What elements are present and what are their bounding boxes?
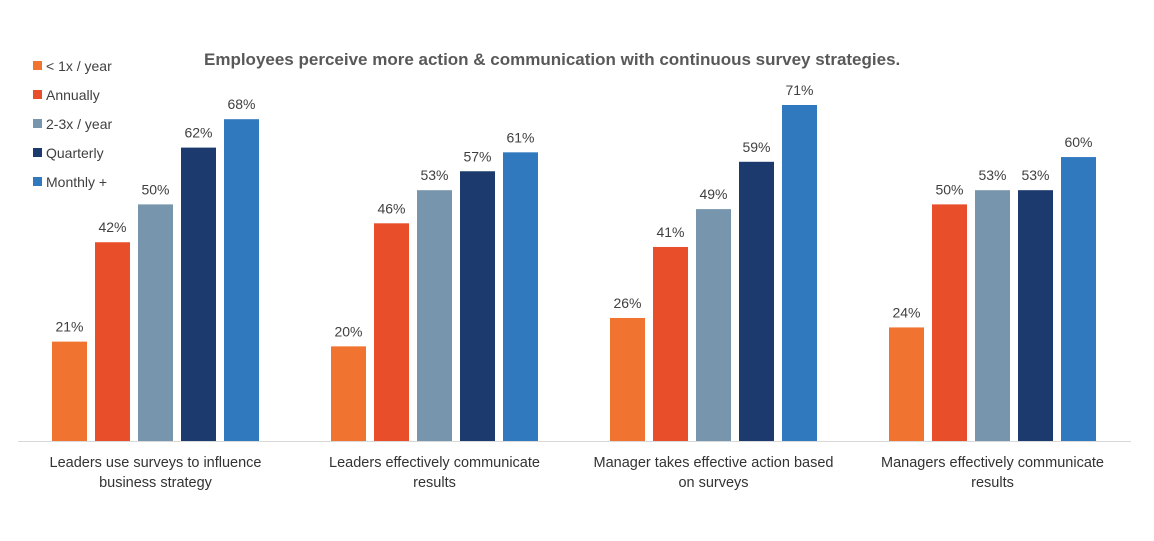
bar-value-label: 68% — [227, 96, 255, 112]
bar-value-label: 62% — [184, 125, 212, 141]
legend-label: Monthly + — [46, 173, 108, 190]
bar-value-label: 49% — [699, 186, 727, 202]
bar — [374, 223, 409, 441]
legend-swatch — [33, 148, 42, 157]
legend-label: 2-3x / year — [46, 115, 113, 132]
bar-value-label: 41% — [656, 224, 684, 240]
bar — [610, 317, 645, 441]
bar-value-label: 57% — [463, 148, 491, 164]
bar-value-label: 60% — [1064, 134, 1092, 150]
category-label: on surveys — [678, 475, 748, 491]
legend-item: Quarterly — [33, 138, 112, 167]
bar-value-label: 53% — [420, 167, 448, 183]
legend-item: Annually — [33, 80, 112, 109]
legend-item: < 1x / year — [33, 51, 112, 80]
chart-title: Employees perceive more action & communi… — [204, 50, 901, 69]
bar — [696, 209, 731, 441]
bar-value-label: 71% — [785, 82, 813, 98]
bar-value-label: 42% — [98, 219, 126, 235]
bar-value-label: 24% — [892, 304, 920, 320]
legend-label: Annually — [46, 86, 100, 103]
bar — [224, 119, 259, 442]
bar — [331, 346, 366, 441]
category-label: Leaders effectively communicate — [329, 455, 540, 471]
bar — [460, 171, 495, 441]
legend-swatch — [33, 177, 42, 186]
bar — [653, 246, 688, 441]
legend-swatch — [33, 119, 42, 128]
legend-swatch — [33, 61, 42, 70]
bar-value-label: 50% — [141, 181, 169, 197]
bar — [739, 161, 774, 441]
category-label: Managers effectively communicate — [881, 455, 1104, 471]
bar-value-label: 59% — [742, 139, 770, 155]
bar — [889, 327, 924, 441]
legend-label: < 1x / year — [46, 57, 112, 74]
bar — [975, 190, 1010, 441]
category-label: Leaders use surveys to influence — [50, 455, 262, 471]
category-label: results — [413, 475, 456, 491]
bar-value-label: 26% — [613, 295, 641, 311]
bar-value-label: 20% — [334, 323, 362, 339]
bar-value-label: 53% — [978, 167, 1006, 183]
bar-value-label: 46% — [377, 200, 405, 216]
bar — [782, 105, 817, 441]
bar — [1061, 157, 1096, 441]
category-label: business strategy — [99, 475, 213, 491]
bar — [138, 204, 173, 441]
bar — [181, 147, 216, 441]
bar-value-label: 21% — [55, 319, 83, 335]
legend-item: Monthly + — [33, 167, 112, 196]
bar-value-label: 53% — [1021, 167, 1049, 183]
legend-item: 2-3x / year — [33, 109, 112, 138]
legend-swatch — [33, 90, 42, 99]
bar — [417, 190, 452, 441]
legend-label: Quarterly — [46, 144, 104, 161]
bar-value-label: 61% — [506, 129, 534, 145]
bar — [1018, 190, 1053, 441]
bar — [503, 152, 538, 441]
bar — [52, 341, 87, 441]
bar-value-label: 50% — [935, 181, 963, 197]
bar — [95, 242, 130, 441]
category-label: Manager takes effective action based — [594, 455, 834, 471]
category-label: results — [971, 475, 1014, 491]
bar — [932, 204, 967, 441]
legend: < 1x / year Annually 2-3x / year Quarterly M… — [33, 51, 112, 196]
